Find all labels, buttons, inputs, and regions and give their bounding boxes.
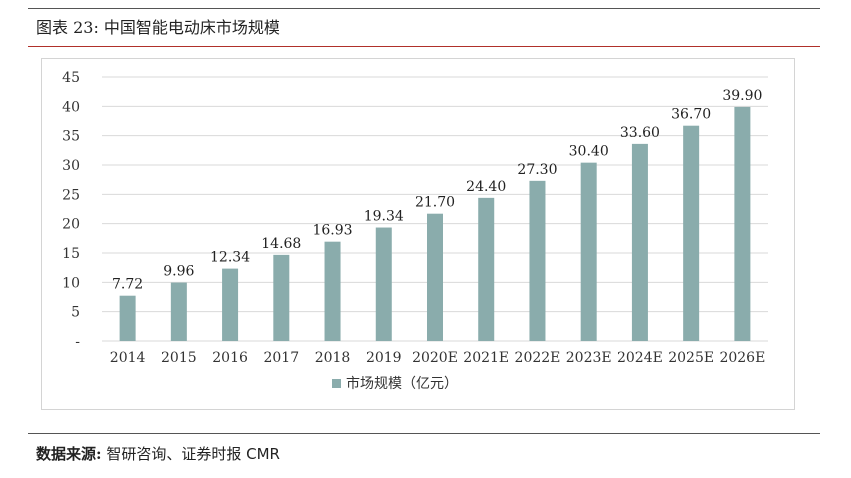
top-rule <box>28 8 820 9</box>
y-tick-label: - <box>75 334 80 350</box>
bottom-rule <box>28 433 820 434</box>
data-label: 12.34 <box>210 250 250 266</box>
y-tick-label: 35 <box>62 129 80 145</box>
source-line: 数据来源: 智研咨询、证券时报 CMR <box>36 443 280 464</box>
data-label: 30.40 <box>569 144 609 160</box>
data-label: 27.30 <box>517 162 557 178</box>
x-tick-label: 2025E <box>668 350 714 366</box>
x-tick-label: 2015 <box>161 350 197 366</box>
bar <box>273 254 290 341</box>
x-tick-label: 2026E <box>719 350 765 366</box>
y-tick-label: 5 <box>71 305 80 321</box>
data-label: 16.93 <box>312 223 352 239</box>
y-tick-label: 15 <box>62 246 80 262</box>
x-tick-label: 2023E <box>566 350 612 366</box>
y-tick-label: 20 <box>62 217 80 233</box>
x-tick-label: 2021E <box>463 350 509 366</box>
bar <box>631 143 648 341</box>
bar <box>222 268 239 341</box>
x-tick-label: 2017 <box>263 350 299 366</box>
source-label: 数据来源: <box>36 445 102 463</box>
bar <box>170 282 187 341</box>
data-label: 9.96 <box>163 264 194 280</box>
bar <box>683 125 700 342</box>
source-text: 智研咨询、证券时报 CMR <box>106 445 280 463</box>
chart-frame: - 5 10 15 20 25 30 35 40 45 7.72 2014 9.96 2015 12.34 2… <box>41 58 795 410</box>
bar <box>478 197 495 341</box>
x-tick-label: 2019 <box>366 350 402 366</box>
title-rule <box>28 46 820 47</box>
legend-swatch <box>332 379 341 388</box>
data-label: 39.90 <box>722 88 762 104</box>
bar <box>734 106 751 341</box>
y-tick-label: 30 <box>62 158 80 174</box>
x-tick-label: 2016 <box>212 350 248 366</box>
bar <box>580 162 597 341</box>
bar <box>375 227 392 341</box>
y-tick-label: 10 <box>62 275 80 291</box>
bar-chart: - 5 10 15 20 25 30 35 40 45 7.72 2014 9.96 2015 12.34 2… <box>62 70 768 392</box>
data-label: 33.60 <box>620 125 660 141</box>
data-label: 7.72 <box>112 277 143 293</box>
x-tick-label: 2024E <box>617 350 663 366</box>
x-tick-label: 2020E <box>412 350 458 366</box>
bar <box>529 180 546 341</box>
y-tick-label: 45 <box>62 70 80 86</box>
y-tick-label: 40 <box>62 99 80 115</box>
data-label: 19.34 <box>364 209 404 225</box>
figure-title: 图表 23: 中国智能电动床市场规模 <box>36 18 280 37</box>
bar <box>324 241 341 341</box>
data-label: 21.70 <box>415 195 455 211</box>
x-tick-label: 2018 <box>315 350 351 366</box>
data-label: 14.68 <box>261 236 301 252</box>
data-label: 36.70 <box>671 107 711 123</box>
x-tick-label: 2022E <box>515 350 561 366</box>
data-label: 24.40 <box>466 179 506 195</box>
legend-label: 市场规模（亿元） <box>346 375 458 392</box>
y-tick-label: 25 <box>62 187 80 203</box>
bar <box>119 295 136 341</box>
bar <box>427 213 443 341</box>
x-tick-label: 2014 <box>110 350 146 366</box>
